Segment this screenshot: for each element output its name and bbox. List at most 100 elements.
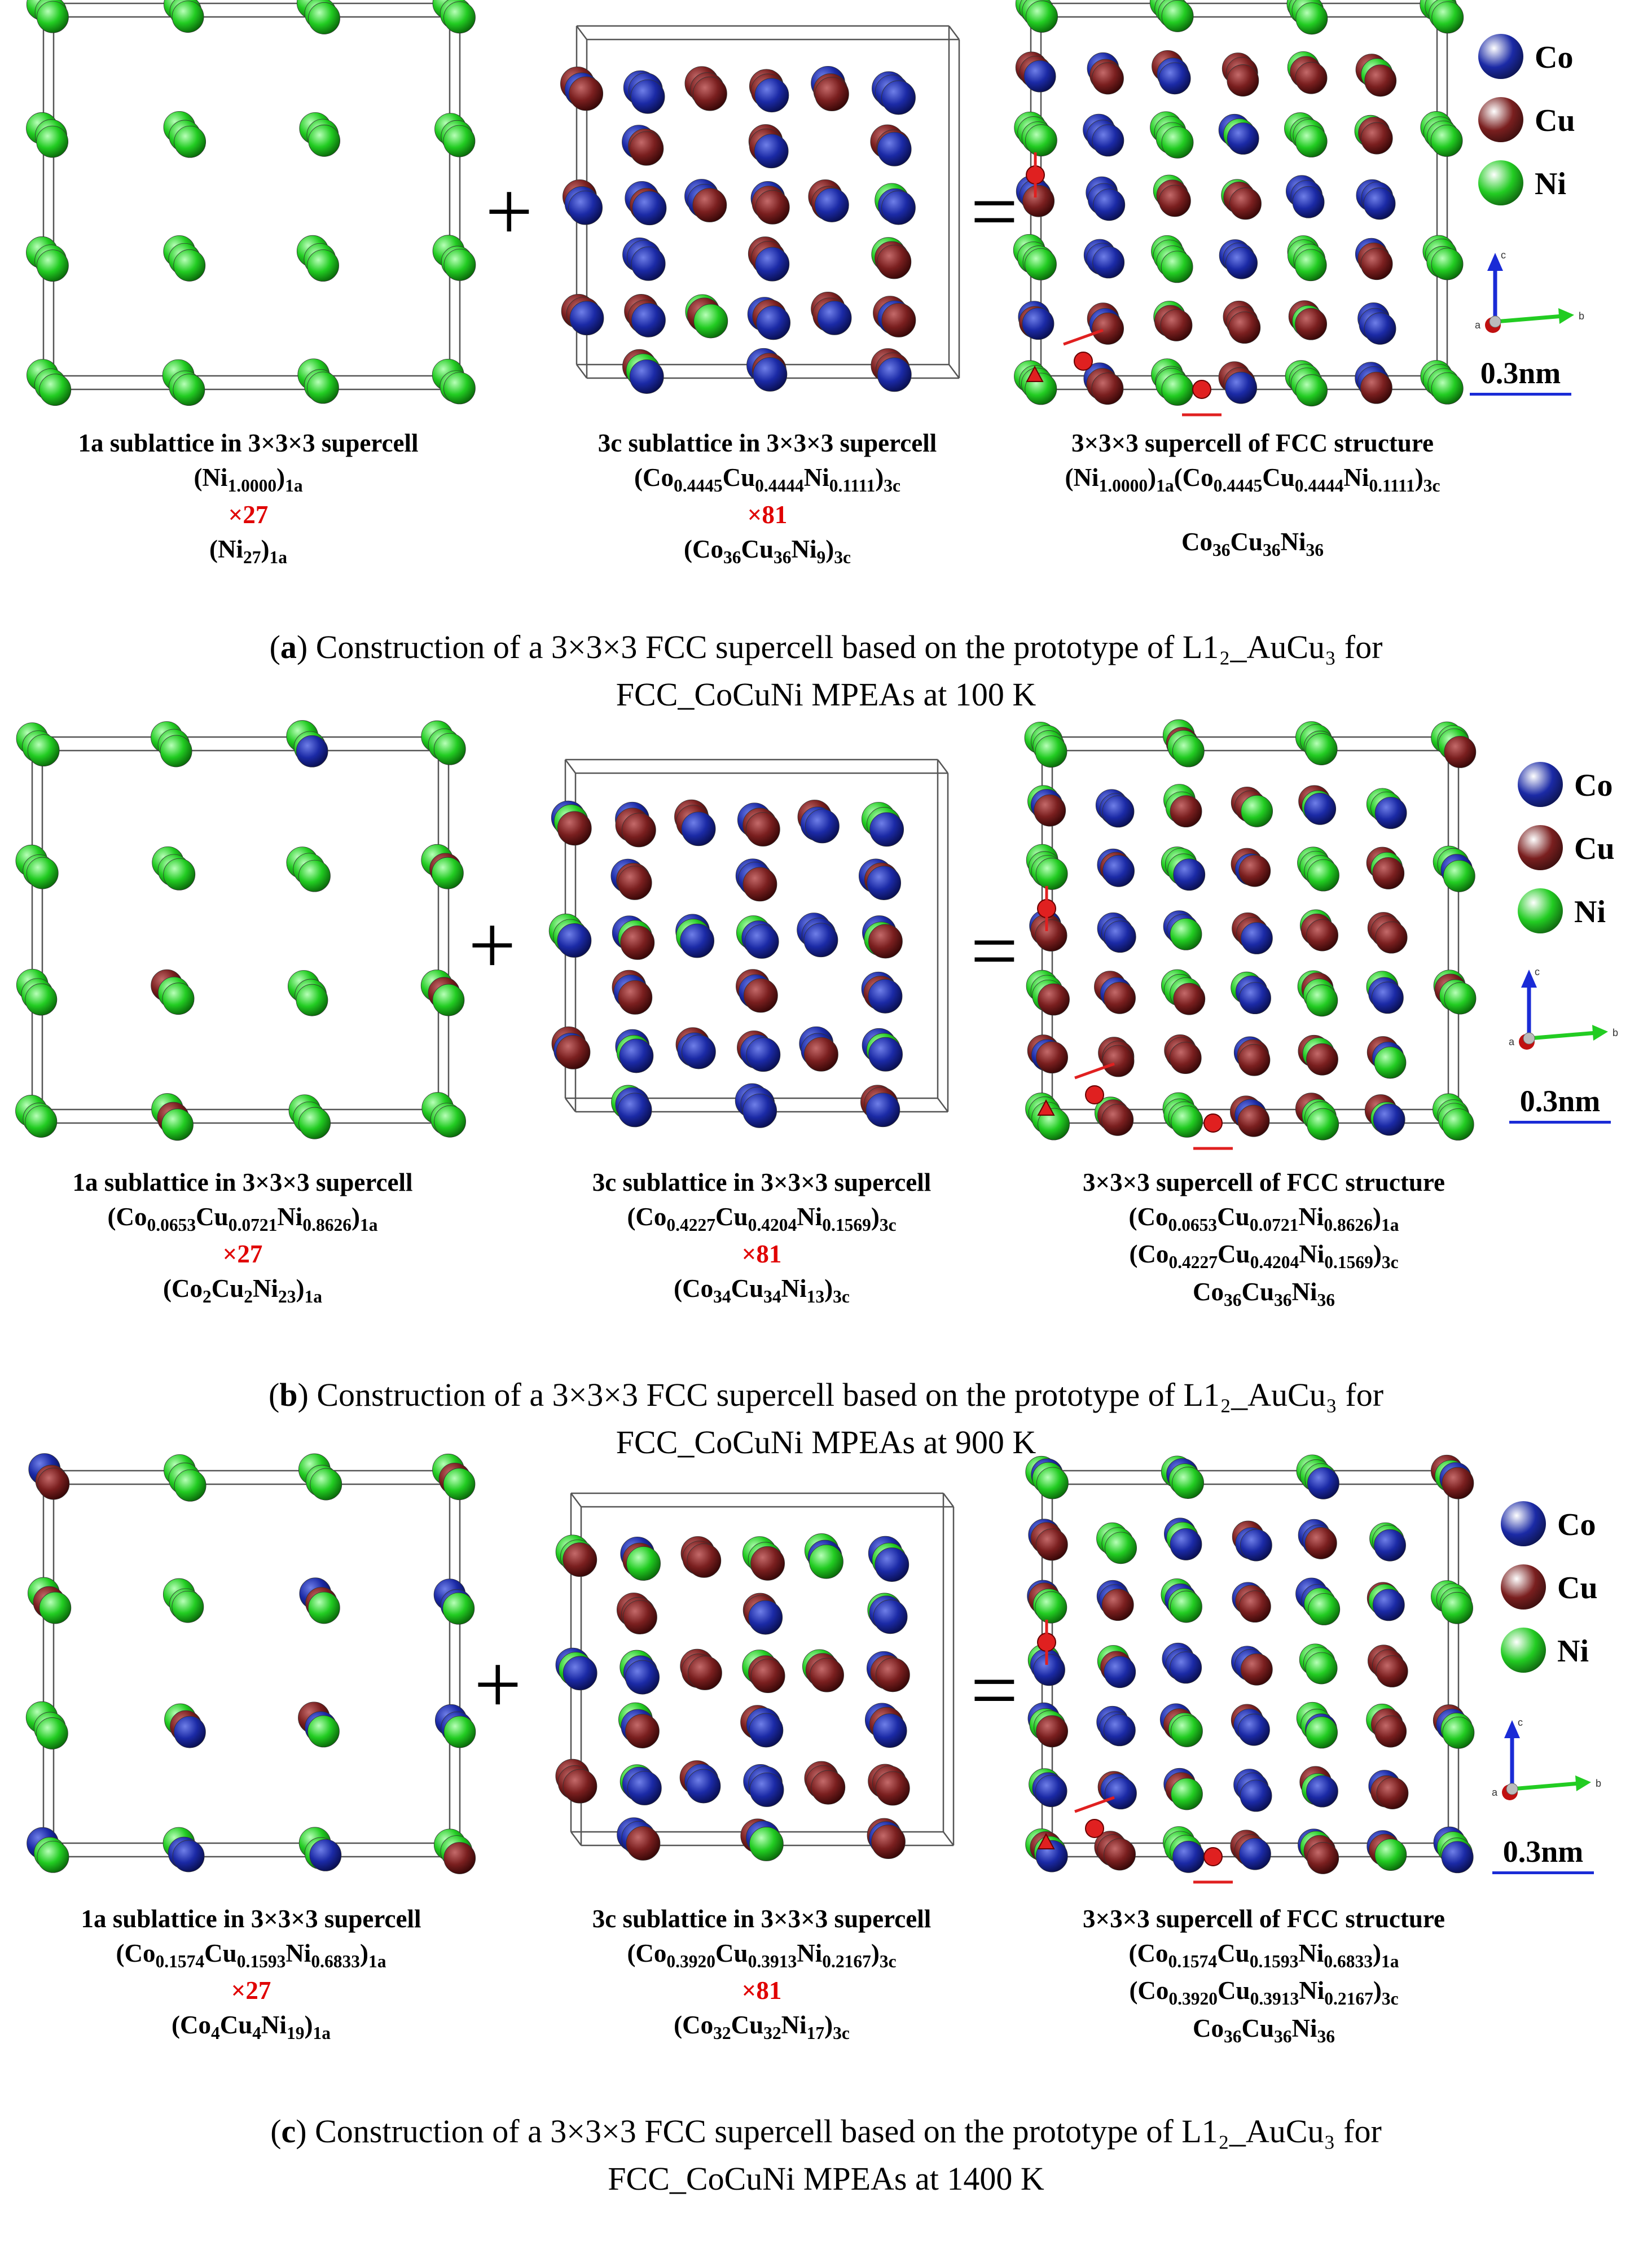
co-atom xyxy=(755,247,790,282)
multiplier: ×27 xyxy=(222,1240,263,1269)
co-atom xyxy=(1104,920,1136,953)
formula-text: ) xyxy=(351,1202,360,1231)
formula-text: ) xyxy=(824,2011,833,2040)
legend-item-cu: Cu xyxy=(1478,97,1647,160)
cu-atom xyxy=(875,1657,910,1692)
co-atom xyxy=(1239,982,1271,1015)
caption-line-1: (a) Construction of a 3×3×3 FCC supercel… xyxy=(269,629,1383,665)
atom-count-formula: Co36Cu36Ni36 xyxy=(1010,2011,1518,2049)
formula-text: Cu xyxy=(1218,1240,1250,1269)
formula-subscript: 36 xyxy=(1223,1290,1242,1310)
ni-atom xyxy=(174,1469,206,1502)
co-atom xyxy=(749,1773,784,1807)
ni-atom xyxy=(308,124,340,157)
panel-caption: (c) Construction of a 3×3×3 FCC supercel… xyxy=(0,2108,1652,2203)
cu-atom xyxy=(755,190,790,225)
scale-line xyxy=(1509,1121,1611,1124)
ni-atom xyxy=(749,1827,784,1861)
formula-text: Ni xyxy=(781,1274,807,1303)
co-atom xyxy=(627,1771,662,1805)
formula-text: (Co xyxy=(116,1939,156,1967)
composition-formula: (Co0.0653Cu0.0721Ni0.8626)1a xyxy=(1010,1200,1518,1238)
co-atom xyxy=(865,1093,900,1128)
legend-label: Co xyxy=(1535,40,1574,75)
co-atom xyxy=(1441,1841,1474,1874)
cu-atom xyxy=(692,76,727,111)
co-atom xyxy=(1035,1775,1067,1808)
co-atom xyxy=(754,134,789,169)
co-atom xyxy=(1033,1654,1065,1686)
ni-atom xyxy=(1241,795,1273,827)
ni-atom xyxy=(298,859,331,892)
panel-a: + = Co Cu Ni c b a 0.3nm 1a sublattice in 3×… xyxy=(0,0,1652,722)
ni-atom xyxy=(434,1105,466,1138)
co-atom xyxy=(686,1769,721,1804)
ni-atom xyxy=(173,374,205,406)
caption-text: Construction of a 3×3×3 FCC supercell ba… xyxy=(306,2113,1382,2150)
origin-marker xyxy=(1037,1832,1055,1849)
formula-text: ) xyxy=(359,1939,368,1967)
cu-atom xyxy=(1442,1467,1474,1499)
fcc-supercell-structure xyxy=(1024,719,1477,1150)
ni-atom xyxy=(161,1108,194,1141)
legend-swatch xyxy=(1478,97,1523,142)
co-atom xyxy=(1240,1529,1272,1562)
ni-atom xyxy=(308,2,340,34)
formula-subscript: 0.0653 xyxy=(1168,1214,1218,1235)
equals-sign: = xyxy=(970,904,1018,998)
ni-atom xyxy=(1307,859,1339,892)
ni-atom xyxy=(39,374,72,406)
formula-text: (Co xyxy=(162,1274,203,1303)
co-atom xyxy=(1023,60,1056,93)
co-atom xyxy=(881,190,916,225)
cu-atom xyxy=(1238,854,1271,887)
ni-atom xyxy=(443,1716,476,1748)
formula-text: Cu xyxy=(731,1274,764,1303)
ni-atom xyxy=(1025,248,1057,280)
atom-count-formula: (Co2Cu2Ni23)1a xyxy=(0,1271,497,1309)
formula-text: (Co xyxy=(1174,463,1214,492)
formula-text: Cu xyxy=(731,2011,764,2040)
cell-edge xyxy=(943,1493,954,1507)
formula-subscript: 34 xyxy=(713,1287,731,1307)
formula-subscript: 0.4444 xyxy=(1294,475,1344,495)
formula-subscript: 36 xyxy=(1274,1290,1292,1310)
co-atom xyxy=(1374,797,1407,829)
sublattice-3c-structure xyxy=(548,758,949,1128)
co-atom xyxy=(1364,312,1396,345)
ni-atom xyxy=(162,983,195,1015)
ni-atom xyxy=(1161,251,1193,283)
cu-atom xyxy=(1238,1590,1271,1623)
co-atom xyxy=(1102,854,1135,887)
axis-b xyxy=(1495,314,1563,324)
formula-text: (Ni xyxy=(209,535,243,564)
legend-item-co: Co xyxy=(1501,1501,1652,1564)
ni-atom xyxy=(1308,1593,1341,1625)
formula-text: ) xyxy=(304,2011,313,2040)
cu-atom xyxy=(1160,309,1193,341)
formula-text: Cu xyxy=(1262,463,1295,492)
formula-subscript: 0.4227 xyxy=(666,1214,716,1235)
cu-atom xyxy=(1376,1777,1409,1809)
formula-subscript: 0.1111 xyxy=(1369,475,1415,495)
co-atom xyxy=(309,1839,342,1871)
cu-atom xyxy=(742,867,777,902)
formula-subscript: 36 xyxy=(1317,1290,1335,1310)
cu-atom xyxy=(1240,1653,1273,1686)
formula-subscript: 1a xyxy=(304,1287,323,1307)
caption-line-1: (b) Construction of a 3×3×3 FCC supercel… xyxy=(268,1376,1384,1413)
legend-item-cu: Cu xyxy=(1501,1564,1652,1628)
legend-swatch xyxy=(1518,888,1563,933)
atom-count-formula: Co36Cu36Ni36 xyxy=(1010,1275,1518,1313)
formula-text: Ni xyxy=(1299,1976,1325,2005)
ni-atom xyxy=(1305,733,1338,765)
formula-text: Ni xyxy=(1298,1939,1324,1967)
cell-edge xyxy=(937,1098,948,1112)
cu-atom xyxy=(1036,1041,1068,1074)
co-atom xyxy=(619,1038,654,1073)
formula-text: Cu xyxy=(722,463,755,492)
ni-atom xyxy=(27,734,60,767)
formula-subscript: 36 xyxy=(1223,2026,1242,2046)
cu-atom xyxy=(37,1467,70,1500)
formula-text: Cu xyxy=(1218,1976,1250,2005)
